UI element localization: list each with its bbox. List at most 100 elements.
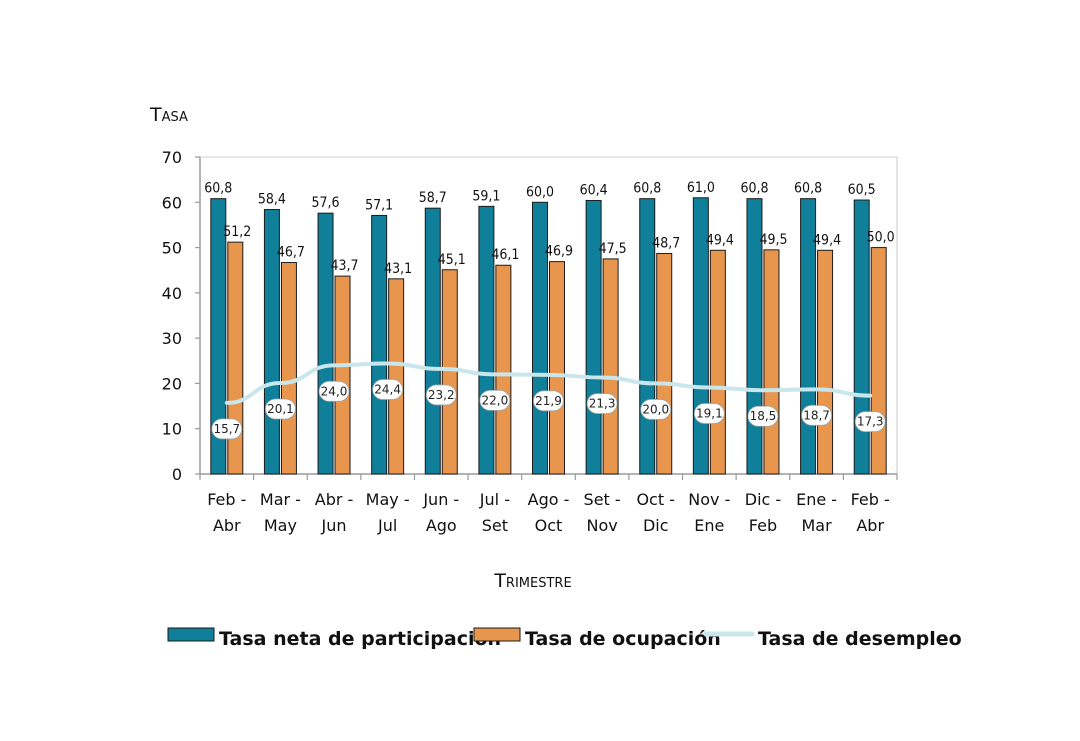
y-tick-label: 50: [162, 239, 182, 258]
x-tick-label-line1: Feb -: [851, 490, 890, 509]
data-label-desempleo-bg: [425, 384, 457, 406]
bar-participacion: [371, 214, 388, 475]
x-tick-label-line2: Abr: [213, 516, 241, 535]
data-label-desempleo-bg: [854, 411, 886, 433]
data-label-desempleo: 21,3: [589, 397, 616, 411]
data-label-desempleo-bg: [533, 390, 564, 412]
bar-ocupacion: [602, 258, 619, 475]
data-label-desempleo-bg: [747, 405, 779, 427]
y-tick-label: 30: [162, 329, 182, 348]
legend-swatch-participacion: [167, 627, 215, 642]
legend: Tasa neta de participación Tasa de ocupa…: [167, 627, 962, 650]
data-label-desempleo: 22,0: [482, 393, 509, 407]
bar-participacion: [210, 198, 227, 475]
y-tick-label: 20: [162, 374, 182, 393]
data-label-ocupacion: 47,5: [599, 241, 627, 257]
y-axis-title: Tasa: [149, 104, 188, 126]
x-tick-label-line1: Feb -: [207, 490, 246, 509]
x-tick-label-line2: Nov: [586, 516, 617, 535]
axes: 0 10 20 30 40 50 60 70: [162, 148, 898, 484]
data-label-desempleo: 20,1: [267, 402, 294, 416]
data-label-desempleo: 17,3: [857, 415, 884, 429]
x-tick-label-line2: Ene: [694, 516, 724, 535]
data-label-ocupacion: 45,1: [438, 252, 466, 268]
data-label-desempleo: 19,1: [696, 407, 723, 421]
x-tick-label-line2: Abr: [856, 516, 884, 535]
x-tick-label-line2: Feb: [749, 516, 777, 535]
x-tick-label-line2: Set: [482, 516, 508, 535]
data-label-desempleo: 18,7: [803, 408, 830, 422]
bar-ocupacion: [656, 252, 673, 475]
data-label-participacion: 57,6: [312, 195, 340, 211]
data-label-ocupacion: 49,4: [706, 232, 734, 248]
unemployment-line-layer: 15,7 20,1 24,0 24,4 23,2 22,0 21,9 21,3 20,0 19,1…: [211, 361, 886, 440]
bar-ocupacion: [227, 241, 244, 475]
legend-label-ocupacion: Tasa de ocupación: [525, 628, 721, 650]
bar-ocupacion: [334, 275, 351, 475]
x-tick-label-line1: May -: [366, 490, 410, 509]
x-tick-label-line2: Oct: [535, 516, 563, 535]
bar-ocupacion: [709, 249, 726, 475]
bar-ocupacion: [817, 249, 834, 475]
line-desempleo: [224, 361, 873, 405]
data-label-participacion: 60,4: [580, 182, 608, 198]
data-label-desempleo: 23,2: [428, 388, 455, 402]
x-tick-label-line1: Dic -: [745, 490, 781, 509]
bar-ocupacion: [441, 269, 458, 475]
bar-ocupacion: [388, 278, 405, 475]
data-label-desempleo-bg: [318, 380, 350, 402]
data-label-participacion: 60,8: [204, 181, 232, 197]
x-tick-label-line1: Ago -: [528, 490, 570, 509]
x-tick-label-line1: Abr -: [315, 490, 354, 509]
data-label-ocupacion: 46,9: [545, 244, 573, 260]
bar-participacion: [424, 207, 441, 475]
data-label-desempleo-bg: [372, 379, 404, 400]
x-tick-label-line1: Jul -: [479, 490, 510, 509]
data-label-participacion: 58,7: [419, 190, 447, 206]
data-label-desempleo-bg: [479, 389, 511, 411]
data-label-ocupacion: 48,7: [652, 235, 680, 251]
x-tick-labels: Feb - Abr Mar - May Abr - Jun May - Jul Jun - Ago…: [207, 490, 890, 535]
bar-ocupacion: [495, 264, 512, 475]
data-label-ocupacion: 49,4: [813, 232, 841, 248]
data-label-desempleo: 24,4: [374, 383, 401, 397]
data-label-participacion: 60,8: [794, 181, 822, 197]
bar-ocupacion: [280, 262, 297, 475]
y-tick-label: 70: [162, 148, 182, 167]
legend-label-participacion: Tasa neta de participación: [219, 628, 501, 650]
data-label-participacion: 59,1: [472, 188, 500, 204]
data-label-participacion: 60,5: [848, 182, 876, 198]
x-tick-label-line2: Ago: [426, 516, 457, 535]
data-label-participacion: 58,4: [258, 192, 286, 208]
x-tick-label-line2: Jun: [321, 516, 347, 535]
bar-participacion: [317, 212, 334, 475]
data-label-ocupacion: 51,2: [223, 224, 251, 240]
x-axis-title: Trimestre: [493, 570, 571, 592]
data-label-desempleo-bg: [211, 418, 243, 440]
x-tick-label-line1: Ene -: [796, 490, 837, 509]
data-label-participacion: 61,0: [687, 180, 715, 196]
data-label-participacion: 60,8: [633, 181, 661, 197]
bar-labels: 60,8 51,2 58,4 46,7 57,6 43,7 57,1 43,1 58,7 45,1…: [204, 180, 894, 277]
data-label-ocupacion: 43,7: [331, 258, 359, 274]
y-tick-label: 40: [162, 284, 182, 303]
x-tick-label-line1: Mar -: [260, 490, 301, 509]
data-label-desempleo-bg: [586, 393, 618, 414]
data-label-desempleo-bg: [640, 399, 672, 420]
bar-participacion: [746, 198, 763, 475]
legend-label-desempleo: Tasa de desempleo: [758, 628, 962, 650]
data-label-ocupacion: 49,5: [759, 232, 787, 248]
data-label-participacion: 60,0: [526, 184, 554, 200]
y-tick-label: 10: [162, 420, 182, 439]
x-tick-label-line1: Oct -: [636, 490, 675, 509]
data-label-ocupacion: 46,7: [277, 245, 305, 261]
data-label-desempleo-bg: [801, 404, 832, 426]
bar-ocupacion: [549, 261, 565, 475]
y-tick-label: 0: [172, 465, 182, 484]
bar-ocupacion: [870, 247, 887, 475]
data-label-desempleo: 15,7: [213, 422, 240, 436]
x-tick-label-line1: Nov -: [688, 490, 730, 509]
x-tick-label-line2: May: [264, 516, 297, 535]
data-label-ocupacion: 46,1: [491, 247, 519, 263]
